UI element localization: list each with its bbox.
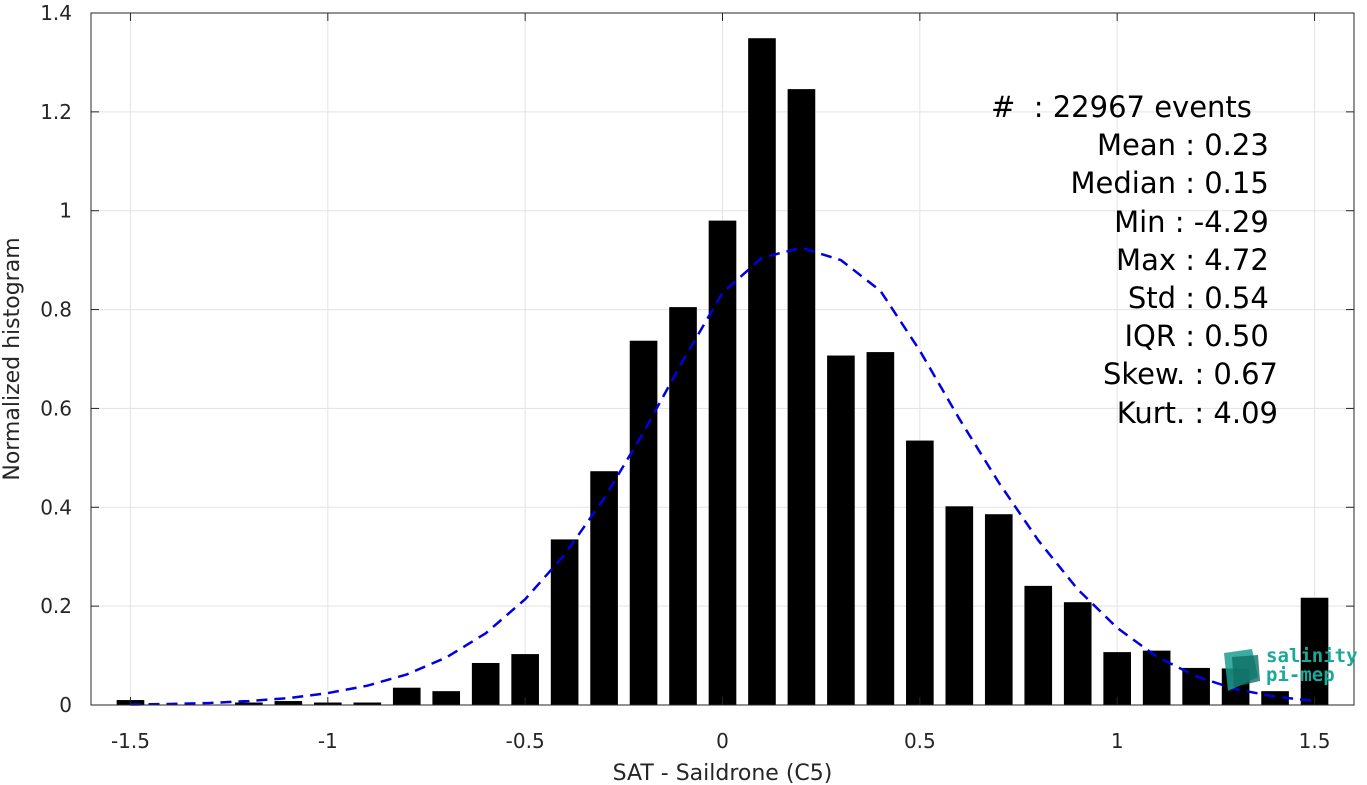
x-tick-label: -1.5 xyxy=(111,729,150,753)
y-tick-label: 0.4 xyxy=(40,495,72,519)
y-tick-label: 0.6 xyxy=(40,396,72,420)
stat-max: Max : 4.72 xyxy=(1116,242,1278,277)
grid-lines xyxy=(91,12,1354,706)
x-axis-label: SAT - Saildrone (C5) xyxy=(613,761,833,785)
stat-skew: Skew. : 0.67 xyxy=(1102,357,1278,392)
histogram-bar xyxy=(432,691,461,705)
histogram-bar xyxy=(787,89,816,706)
y-tick-label: 1.4 xyxy=(40,1,72,25)
stat-mean: Mean : 0.23 xyxy=(1096,128,1278,163)
histogram-bars xyxy=(116,38,1329,706)
histogram-bar xyxy=(748,38,776,706)
stat-count: # : 22967 events xyxy=(991,90,1252,124)
x-tick-label: 1.5 xyxy=(1299,729,1331,753)
x-tick-label: -1 xyxy=(318,729,338,753)
histogram-bar xyxy=(274,701,303,705)
histogram-bar xyxy=(353,702,382,705)
histogram-bar xyxy=(1300,597,1329,705)
histogram-bar xyxy=(906,440,934,705)
y-tick-label: 1 xyxy=(59,199,72,223)
histogram-bar xyxy=(1142,650,1171,705)
histogram-bar xyxy=(945,506,974,705)
stat-min: Min : -4.29 xyxy=(1114,204,1278,239)
histogram-bar xyxy=(827,355,855,705)
histogram-bar xyxy=(1103,652,1132,705)
x-tick-label: 1 xyxy=(1111,729,1124,753)
histogram-bar xyxy=(511,654,539,705)
y-tick-label: 0.8 xyxy=(40,298,72,322)
y-tick-label: 1.2 xyxy=(40,100,72,124)
stat-kurt: Kurt. : 4.09 xyxy=(1116,395,1278,430)
stat-std: Std : 0.54 xyxy=(1127,281,1278,316)
logo-mark-icon xyxy=(1224,649,1260,691)
histogram-bar xyxy=(708,220,737,705)
histogram-bar xyxy=(590,471,618,705)
histogram-bar xyxy=(235,702,263,705)
x-tick-label: 0 xyxy=(716,729,729,753)
y-tick-label: 0.2 xyxy=(40,594,72,618)
histogram-bar xyxy=(1063,602,1092,705)
logo-line2: pi-mep xyxy=(1266,664,1335,686)
stat-median: Median : 0.15 xyxy=(1070,166,1278,201)
x-tick-label: -0.5 xyxy=(506,729,545,753)
histogram-bar xyxy=(669,307,697,705)
y-axis-label: Normalized histogram xyxy=(0,237,25,480)
logo-line1: salinity xyxy=(1266,645,1358,667)
axis-ticks: -1.5 -1 -0.5 0 0.5 1 1.5 0 0.2 0.4 0.6 0.8 1 1.2 1.4 xyxy=(40,1,1354,753)
histogram-bar xyxy=(1182,667,1210,705)
salinity-pimep-logo: salinity pi-mep xyxy=(1218,647,1358,695)
stat-iqr: IQR : 0.50 xyxy=(1124,319,1278,354)
histogram-bar xyxy=(550,539,579,705)
x-tick-label: 0.5 xyxy=(904,729,936,753)
histogram-bar xyxy=(984,514,1013,705)
histogram-bar xyxy=(1024,585,1053,705)
histogram-bar xyxy=(629,340,658,705)
histogram-bar xyxy=(471,662,500,705)
y-tick-label: 0 xyxy=(59,693,72,717)
stats-box: # : 22967 events Mean : 0.23 Median : 0.… xyxy=(940,88,1278,432)
histogram-bar xyxy=(866,352,895,705)
histogram-bar xyxy=(392,687,421,705)
